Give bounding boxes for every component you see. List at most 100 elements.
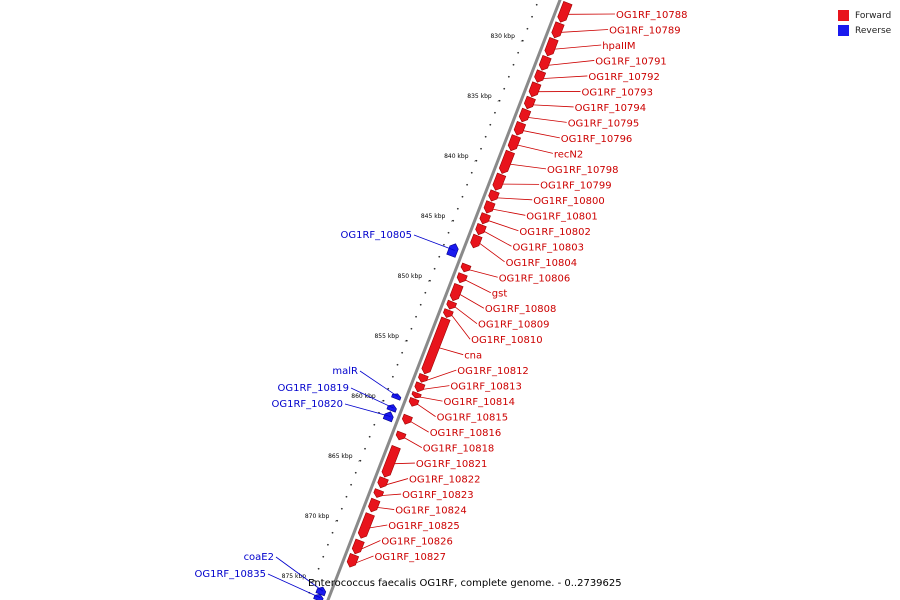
forward-leader-line [548, 60, 595, 66]
reverse-gene-label: coaE2 [244, 552, 274, 563]
forward-gene-label: OG1RF_10824 [395, 506, 467, 517]
minor-tick [466, 183, 469, 186]
tick-label: 875 kbp [282, 573, 307, 580]
forward-gene-label: OG1RF_10814 [444, 397, 516, 408]
forward-gene [479, 212, 491, 225]
forward-leader-line [454, 306, 478, 325]
forward-leader-line [528, 117, 567, 123]
forward-gene [346, 553, 360, 568]
forward-gene [483, 200, 496, 214]
legend-reverse-label: Reverse [855, 25, 892, 36]
forward-gene [488, 189, 500, 202]
minor-tick [433, 267, 436, 270]
forward-gene [373, 488, 385, 498]
forward-gene-label: OG1RF_10826 [381, 537, 453, 548]
minor-tick [461, 195, 464, 198]
reverse-leader-line [350, 387, 394, 409]
forward-gene-label: cna [464, 351, 482, 362]
forward-gene-label: OG1RF_10791 [595, 56, 667, 67]
forward-gene [492, 172, 507, 191]
minor-tick [480, 147, 482, 150]
reverse-gene [446, 243, 459, 258]
forward-leader-line [510, 163, 547, 170]
forward-leader-line [533, 104, 574, 108]
reverse-leader-line [267, 573, 321, 599]
tick-label: 860 kbp [351, 393, 376, 400]
minor-tick [401, 351, 404, 354]
forward-gene [456, 272, 468, 284]
forward-leader-line [523, 130, 560, 139]
tick-label: 855 kbp [374, 333, 399, 340]
minor-tick [503, 87, 506, 90]
legend-forward: Forward [838, 8, 891, 23]
reverse-gene-label: OG1RF_10805 [341, 230, 413, 241]
gene-labels: OG1RF_10788 OG1RF_10789 hpaIIM OG1RF_10791 O… [195, 10, 688, 599]
minor-tick [512, 63, 515, 66]
minor-tick [443, 243, 445, 246]
forward-gene-label: OG1RF_10799 [540, 180, 612, 191]
minor-tick [507, 75, 510, 78]
forward-leader-line [361, 540, 381, 550]
forward-gene [381, 445, 401, 478]
forward-gene [357, 512, 375, 539]
minor-tick [517, 51, 520, 54]
forward-gene-label: OG1RF_10794 [575, 103, 647, 114]
minor-tick [494, 111, 496, 114]
forward-gene [557, 1, 573, 23]
reverse-gene-label: OG1RF_10819 [278, 383, 350, 394]
forward-leader-line [465, 279, 491, 294]
forward-leader-line [426, 369, 457, 381]
forward-gene [544, 37, 559, 57]
forward-gene [528, 81, 542, 98]
forward-leader-line [543, 75, 588, 79]
forward-gene [538, 55, 552, 71]
reverse-leader-line [413, 234, 455, 251]
legend: Forward Reverse [838, 8, 891, 38]
minor-tick [354, 471, 357, 474]
forward-gene-label: OG1RF_10815 [437, 413, 509, 424]
forward-gene-label: OG1RF_10822 [409, 475, 481, 486]
forward-gene [411, 391, 422, 399]
forward-leader-line [382, 493, 402, 496]
reverse-gene [391, 393, 402, 401]
forward-gene [449, 283, 464, 302]
minor-tick [350, 483, 353, 486]
minor-tick [535, 3, 538, 6]
tick-label: 830 kbp [490, 33, 515, 40]
forward-gene [507, 134, 521, 152]
genome-caption: Enterococcus faecalis OG1RF, complete ge… [308, 578, 622, 589]
forward-swatch [838, 10, 849, 21]
forward-leader-line [492, 208, 526, 216]
forward-gene [368, 497, 381, 513]
forward-gene-label: gst [492, 289, 508, 300]
forward-gene-label: OG1RF_10827 [375, 552, 447, 563]
minor-tick [373, 423, 376, 426]
forward-leader-line [439, 347, 464, 356]
minor-tick [345, 495, 348, 498]
tick-label: 835 kbp [467, 93, 492, 100]
forward-leader-line [517, 144, 553, 154]
forward-leader-line [451, 315, 471, 340]
forward-gene-label: OG1RF_10788 [616, 10, 688, 21]
reverse-gene-label: OG1RF_10820 [272, 399, 344, 410]
forward-gene [418, 373, 429, 383]
forward-gene-label: OG1RF_10818 [423, 444, 495, 455]
forward-leader-line [484, 231, 512, 247]
forward-leader-line [377, 507, 395, 510]
legend-reverse: Reverse [838, 23, 891, 38]
minor-tick [415, 315, 417, 318]
forward-gene-label: OG1RF_10789 [609, 25, 681, 36]
forward-leader-line [497, 197, 533, 201]
forward-gene-label: OG1RF_10823 [402, 490, 474, 501]
forward-leader-line [479, 243, 505, 263]
tick-label: 870 kbp [305, 513, 330, 520]
forward-gene-label: OG1RF_10793 [582, 87, 654, 98]
minor-tick [391, 375, 394, 378]
forward-gene-label: OG1RF_10801 [526, 211, 598, 222]
minor-tick [470, 171, 473, 174]
minor-tick [410, 327, 413, 330]
forward-leader-line [394, 462, 415, 465]
tick-label: 845 kbp [421, 213, 446, 220]
forward-gene [523, 95, 536, 110]
